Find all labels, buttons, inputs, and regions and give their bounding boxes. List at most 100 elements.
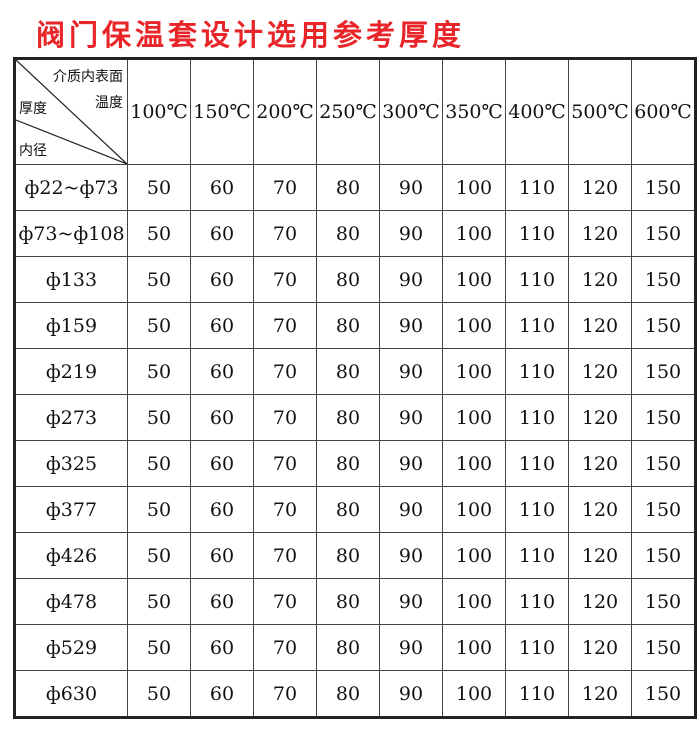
thickness-cell: 150 xyxy=(631,486,696,533)
thickness-cell: 100 xyxy=(442,394,506,441)
thickness-cell: 70 xyxy=(253,164,317,211)
thickness-cell: 100 xyxy=(442,256,506,303)
thickness-cell: 50 xyxy=(127,210,191,257)
row-label: ф22~ф73 xyxy=(14,164,128,211)
row-label: ф529 xyxy=(14,624,128,671)
thickness-cell: 120 xyxy=(568,670,632,718)
thickness-cell: 60 xyxy=(190,348,254,395)
thickness-cell: 60 xyxy=(190,164,254,211)
thickness-cell: 60 xyxy=(190,624,254,671)
table-row: ф219 50 60 70 80 90 100 110 120 150 xyxy=(14,348,696,395)
table-row: ф426 50 60 70 80 90 100 110 120 150 xyxy=(14,532,696,579)
thickness-cell: 60 xyxy=(190,486,254,533)
thickness-cell: 100 xyxy=(442,532,506,579)
thickness-cell: 50 xyxy=(127,486,191,533)
column-header: 500℃ xyxy=(568,58,632,165)
table-row: ф325 50 60 70 80 90 100 110 120 150 xyxy=(14,440,696,487)
thickness-cell: 110 xyxy=(505,440,569,487)
thickness-cell: 80 xyxy=(316,302,380,349)
thickness-cell: 150 xyxy=(631,302,696,349)
thickness-cell: 80 xyxy=(316,670,380,718)
thickness-cell: 90 xyxy=(379,624,443,671)
thickness-cell: 50 xyxy=(127,164,191,211)
thickness-cell: 70 xyxy=(253,394,317,441)
thickness-cell: 90 xyxy=(379,578,443,625)
thickness-cell: 110 xyxy=(505,578,569,625)
thickness-cell: 120 xyxy=(568,394,632,441)
page-title: 阀门保温套设计选用参考厚度 xyxy=(36,18,466,52)
thickness-cell: 60 xyxy=(190,578,254,625)
thickness-cell: 110 xyxy=(505,256,569,303)
thickness-cell: 90 xyxy=(379,670,443,718)
thickness-cell: 100 xyxy=(442,578,506,625)
thickness-cell: 60 xyxy=(190,302,254,349)
row-label: ф159 xyxy=(14,302,128,349)
thickness-cell: 150 xyxy=(631,394,696,441)
thickness-cell: 50 xyxy=(127,256,191,303)
thickness-cell: 80 xyxy=(316,440,380,487)
thickness-cell: 70 xyxy=(253,256,317,303)
table-row: ф630 50 60 70 80 90 100 110 120 150 xyxy=(14,670,696,718)
thickness-cell: 50 xyxy=(127,394,191,441)
thickness-cell: 150 xyxy=(631,532,696,579)
thickness-cell: 90 xyxy=(379,394,443,441)
thickness-cell: 110 xyxy=(505,348,569,395)
thickness-cell: 80 xyxy=(316,624,380,671)
thickness-cell: 110 xyxy=(505,670,569,718)
thickness-cell: 70 xyxy=(253,302,317,349)
thickness-cell: 150 xyxy=(631,348,696,395)
thickness-cell: 120 xyxy=(568,440,632,487)
thickness-cell: 70 xyxy=(253,532,317,579)
thickness-cell: 60 xyxy=(190,440,254,487)
thickness-cell: 50 xyxy=(127,670,191,718)
table-row: ф273 50 60 70 80 90 100 110 120 150 xyxy=(14,394,696,441)
thickness-cell: 70 xyxy=(253,486,317,533)
table-row: ф22~ф73 50 60 70 80 90 100 110 120 150 xyxy=(14,164,696,211)
thickness-cell: 100 xyxy=(442,670,506,718)
thickness-cell: 50 xyxy=(127,348,191,395)
thickness-cell: 60 xyxy=(190,256,254,303)
table-row: ф478 50 60 70 80 90 100 110 120 150 xyxy=(14,578,696,625)
row-label: ф133 xyxy=(14,256,128,303)
thickness-cell: 60 xyxy=(190,394,254,441)
row-label: ф377 xyxy=(14,486,128,533)
row-label: ф426 xyxy=(14,532,128,579)
thickness-cell: 90 xyxy=(379,164,443,211)
row-label: ф478 xyxy=(14,578,128,625)
thickness-cell: 80 xyxy=(316,532,380,579)
thickness-cell: 120 xyxy=(568,624,632,671)
thickness-cell: 120 xyxy=(568,210,632,257)
thickness-cell: 70 xyxy=(253,440,317,487)
table-row: ф529 50 60 70 80 90 100 110 120 150 xyxy=(14,624,696,671)
thickness-cell: 90 xyxy=(379,532,443,579)
thickness-cell: 70 xyxy=(253,348,317,395)
row-label: ф630 xyxy=(14,670,128,718)
thickness-cell: 70 xyxy=(253,670,317,718)
thickness-cell: 110 xyxy=(505,210,569,257)
thickness-cell: 70 xyxy=(253,578,317,625)
thickness-cell: 110 xyxy=(505,532,569,579)
table-row: ф133 50 60 70 80 90 100 110 120 150 xyxy=(14,256,696,303)
thickness-cell: 100 xyxy=(442,624,506,671)
thickness-cell: 110 xyxy=(505,624,569,671)
thickness-cell: 80 xyxy=(316,348,380,395)
diagonal-lines xyxy=(16,60,127,164)
row-label: ф273 xyxy=(14,394,128,441)
table-row: ф73~ф108 50 60 70 80 90 100 110 120 150 xyxy=(14,210,696,257)
column-header: 400℃ xyxy=(505,58,569,165)
thickness-cell: 60 xyxy=(190,670,254,718)
thickness-cell: 120 xyxy=(568,256,632,303)
corner-label-middle: 厚度 xyxy=(19,101,47,117)
thickness-cell: 80 xyxy=(316,164,380,211)
thickness-cell: 110 xyxy=(505,486,569,533)
thickness-cell: 150 xyxy=(631,578,696,625)
thickness-cell: 110 xyxy=(505,394,569,441)
thickness-cell: 80 xyxy=(316,486,380,533)
thickness-cell: 50 xyxy=(127,624,191,671)
thickness-cell: 120 xyxy=(568,486,632,533)
thickness-cell: 50 xyxy=(127,532,191,579)
thickness-cell: 120 xyxy=(568,348,632,395)
row-label: ф219 xyxy=(14,348,128,395)
corner-header-cell: 介质内表面 温度 厚度 内径 xyxy=(14,58,128,165)
thickness-cell: 70 xyxy=(253,210,317,257)
